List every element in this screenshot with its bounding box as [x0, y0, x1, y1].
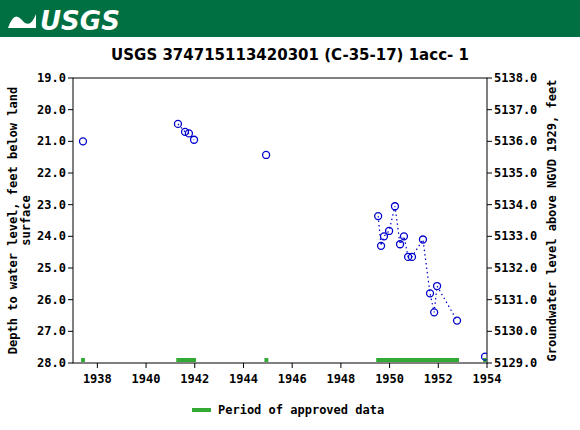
title: USGS 374715113420301 (C-35-17) 1acc- 1: [111, 46, 469, 64]
series-line: [378, 206, 457, 320]
y2-tick: [487, 78, 492, 79]
logo-wave: [8, 14, 36, 28]
x-tick-label: 1954: [473, 372, 502, 386]
data-point: [397, 241, 404, 248]
logo: USGS: [8, 6, 120, 36]
data-point: [434, 283, 441, 290]
legend-label: Period of approved data: [218, 403, 384, 417]
x-tick: [389, 363, 390, 368]
data-point: [427, 290, 434, 297]
y2-tick: [487, 109, 492, 110]
y2-tick: [487, 299, 492, 300]
y2-tick-label: 5129.0: [494, 356, 537, 370]
y2-tick-label: 5138.0: [494, 71, 537, 85]
x-tick-label: 1940: [132, 372, 161, 386]
x-tick-label: 1948: [326, 372, 355, 386]
y2-axis-label: Groundwater level above NGVD 1929, feet: [545, 80, 559, 362]
data-point: [419, 236, 426, 243]
y-tick-label: 19.0: [37, 71, 66, 85]
y2-tick: [487, 141, 492, 142]
x-tick-label: 1944: [229, 372, 258, 386]
y2-tick-label: 5135.0: [494, 166, 537, 180]
x-tick: [243, 363, 244, 368]
y2-tick-label: 5130.0: [494, 324, 537, 338]
y2-tick-label: 5136.0: [494, 134, 537, 148]
banner: [0, 0, 580, 37]
y2-tick: [487, 204, 492, 205]
data-point: [263, 151, 270, 158]
data-point: [408, 253, 415, 260]
y-tick-label: 23.0: [37, 198, 66, 212]
plot-frame: [73, 78, 487, 363]
data-point: [174, 120, 181, 127]
y-axis-label: Depth to water level, feet below land: [6, 87, 20, 354]
y2-tick-label: 5132.0: [494, 261, 537, 275]
y2-tick-label: 5134.0: [494, 198, 537, 212]
data-point: [378, 242, 385, 249]
y-tick: [68, 173, 73, 174]
y-tick-label: 27.0: [37, 324, 66, 338]
y-tick: [68, 299, 73, 300]
y2-tick: [487, 268, 492, 269]
data-point: [391, 203, 398, 210]
y-tick: [68, 204, 73, 205]
x-tick-label: 1938: [83, 372, 112, 386]
y2-tick: [487, 236, 492, 237]
logo-text: USGS: [40, 6, 120, 36]
legend-swatch: [192, 408, 211, 412]
y2-tick-label: 5131.0: [494, 293, 537, 307]
approved-period: [176, 358, 196, 362]
y-tick-label: 25.0: [37, 261, 66, 275]
y2-tick-label: 5133.0: [494, 229, 537, 243]
x-tick-label: 1952: [424, 372, 453, 386]
x-tick: [438, 363, 439, 368]
data-point: [400, 233, 407, 240]
data-point: [191, 136, 198, 143]
y-tick: [68, 78, 73, 79]
y-tick-label: 21.0: [37, 134, 66, 148]
y-tick-label: 20.0: [37, 103, 66, 117]
data-point: [375, 213, 382, 220]
x-tick: [97, 363, 98, 368]
x-tick-label: 1942: [180, 372, 209, 386]
data-point: [79, 138, 86, 145]
y-axis-label: surface: [19, 195, 33, 246]
y2-tick: [487, 173, 492, 174]
chart: USGS USGS 374715113420301 (C-35-17) 1acc-…: [0, 0, 580, 430]
plot-area: [79, 120, 487, 362]
y-tick: [68, 109, 73, 110]
y-tick-label: 28.0: [37, 356, 66, 370]
y2-tick: [487, 363, 492, 364]
approved-period: [264, 358, 268, 362]
approved-period: [81, 358, 85, 362]
x-tick-label: 1950: [375, 372, 404, 386]
y-tick: [68, 331, 73, 332]
data-point: [431, 309, 438, 316]
y-tick-label: 24.0: [37, 229, 66, 243]
y-tick: [68, 363, 73, 364]
data-point: [386, 227, 393, 234]
y-tick-label: 22.0: [37, 166, 66, 180]
x-tick-label: 1946: [278, 372, 307, 386]
data-point: [482, 353, 487, 360]
data-point: [454, 317, 461, 324]
y2-tick-label: 5137.0: [494, 103, 537, 117]
x-tick: [146, 363, 147, 368]
data-point: [185, 130, 192, 137]
y-tick: [68, 236, 73, 237]
y-tick: [68, 141, 73, 142]
x-tick: [340, 363, 341, 368]
x-tick: [194, 363, 195, 368]
x-tick: [487, 363, 488, 368]
approved-period: [376, 358, 459, 362]
y-tick-label: 26.0: [37, 293, 66, 307]
x-tick: [292, 363, 293, 368]
y-tick: [68, 268, 73, 269]
y2-tick: [487, 331, 492, 332]
